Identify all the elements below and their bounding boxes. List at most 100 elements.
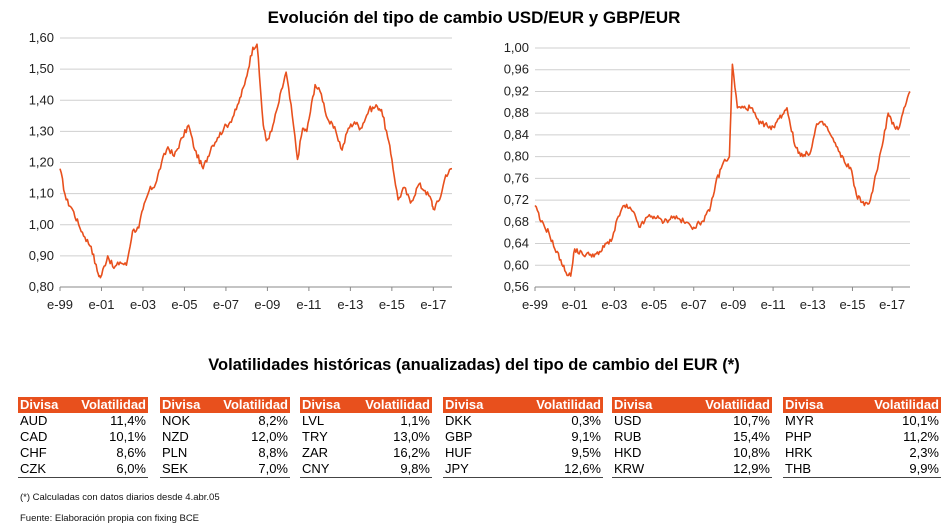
table-row: TRY 13,0% xyxy=(300,429,432,445)
gbp-eur-chart: 0,56 0,60 0,64 0,68 0,72 0,76 0,80 0,84 0,88 0,92… xyxy=(504,40,911,312)
currency-code: KRW xyxy=(612,461,673,478)
y-tick-label: 1,30 xyxy=(29,123,54,138)
volatility-value: 9,1% xyxy=(571,429,601,444)
y-tick-label: 0,64 xyxy=(504,236,529,251)
table-row: DKK 0,3% xyxy=(443,413,603,429)
x-tick-label: e-05 xyxy=(641,297,667,312)
currency-code: HUF xyxy=(445,445,472,460)
table-row: ZAR 16,2% xyxy=(300,445,432,461)
header-divisa: Divisa xyxy=(18,397,68,413)
x-tick-label: e-17 xyxy=(420,297,446,312)
volatility-value: 1,1% xyxy=(400,413,430,428)
volatility-table: Divisa Volatilidad USD 10,7% RUB 15,4% HKD 10,8… xyxy=(612,397,772,478)
table-row: CAD 10,1% xyxy=(18,429,148,445)
currency-code: PLN xyxy=(162,445,188,460)
currency-code: HKD xyxy=(614,445,642,460)
y-tick-label: 0,72 xyxy=(504,192,529,207)
x-tick-label: e-03 xyxy=(601,297,627,312)
volatility-table: Divisa Volatilidad AUD 11,4% CAD 10,1% CHF 8,6%… xyxy=(18,397,148,478)
y-tick-label: 0,90 xyxy=(29,248,54,263)
currency-code: CAD xyxy=(20,429,48,444)
currency-code: NOK xyxy=(162,413,191,428)
y-tick-label: 1,40 xyxy=(29,92,54,107)
currency-code: AUD xyxy=(20,413,48,428)
header-divisa: Divisa xyxy=(612,397,673,413)
x-tick-label: e-09 xyxy=(720,297,746,312)
header-divisa: Divisa xyxy=(783,397,844,413)
currency-code: MYR xyxy=(785,413,814,428)
volatility-value: 10,1% xyxy=(902,413,939,428)
volatility-value: 9,8% xyxy=(350,461,432,478)
volatility-table: Divisa Volatilidad MYR 10,1% PHP 11,2% HRK 2,3%… xyxy=(783,397,941,478)
y-tick-label: 0,84 xyxy=(504,127,529,142)
volatility-value: 12,9% xyxy=(672,461,772,478)
header-volatilidad: Volatilidad xyxy=(843,397,941,413)
volatility-value: 10,7% xyxy=(733,413,770,428)
volatility-value: 0,3% xyxy=(571,413,601,428)
volatility-value: 12,0% xyxy=(251,429,288,444)
usd-eur-chart: 0,80 0,90 1,00 1,10 1,20 1,30 1,40 1,50 1,60 e-99… xyxy=(29,30,453,312)
series-line xyxy=(59,43,453,279)
header-volatilidad: Volatilidad xyxy=(672,397,772,413)
table-row: CHF 8,6% xyxy=(18,445,148,461)
table-row: PHP 11,2% xyxy=(783,429,941,445)
volatility-value: 10,1% xyxy=(109,429,146,444)
x-tick-label: e-01 xyxy=(88,297,114,312)
currency-code: LVL xyxy=(302,413,325,428)
table-row: SEK 7,0% xyxy=(160,461,290,478)
x-tick-label: e-99 xyxy=(522,297,548,312)
volatility-value: 11,2% xyxy=(903,429,939,444)
table-row: HKD 10,8% xyxy=(612,445,772,461)
table-row: AUD 11,4% xyxy=(18,413,148,429)
y-tick-label: 0,68 xyxy=(504,214,529,229)
header-volatilidad: Volatilidad xyxy=(67,397,148,413)
header-volatilidad: Volatilidad xyxy=(350,397,432,413)
y-tick-label: 0,80 xyxy=(504,149,529,164)
table-row: CZK 6,0% xyxy=(18,461,148,478)
currency-code: DKK xyxy=(445,413,472,428)
table-row: JPY 12,6% xyxy=(443,461,603,478)
table-row: MYR 10,1% xyxy=(783,413,941,429)
volatility-value: 13,0% xyxy=(393,429,430,444)
table-row: CNY 9,8% xyxy=(300,461,432,478)
currency-code: JPY xyxy=(443,461,504,478)
volatility-value: 2,3% xyxy=(909,445,939,460)
footnote: (*) Calculadas con datos diarios desde 4… xyxy=(20,492,220,503)
x-tick-label: e-15 xyxy=(839,297,865,312)
currency-code: CHF xyxy=(20,445,47,460)
y-tick-label: 1,50 xyxy=(29,61,54,76)
y-tick-label: 1,10 xyxy=(29,186,54,201)
currency-code: ZAR xyxy=(302,445,328,460)
volatility-value: 15,4% xyxy=(733,429,770,444)
currency-code: GBP xyxy=(445,429,473,444)
y-tick-label: 1,60 xyxy=(29,30,54,45)
x-tick-label: e-09 xyxy=(254,297,280,312)
y-tick-label: 1,20 xyxy=(29,155,54,170)
currency-code: PHP xyxy=(785,429,812,444)
x-tick-label: e-15 xyxy=(379,297,405,312)
chart-title: Evolución del tipo de cambio USD/EUR y G… xyxy=(267,8,681,27)
header-divisa: Divisa xyxy=(300,397,351,413)
table-row: PLN 8,8% xyxy=(160,445,290,461)
x-tick-label: e-01 xyxy=(562,297,588,312)
currency-code: SEK xyxy=(160,461,210,478)
x-tick-label: e-17 xyxy=(879,297,905,312)
y-tick-label: 0,60 xyxy=(504,257,529,272)
y-tick-label: 0,88 xyxy=(504,105,529,120)
currency-code: CNY xyxy=(300,461,351,478)
table-row: GBP 9,1% xyxy=(443,429,603,445)
x-tick-label: e-11 xyxy=(761,297,786,312)
volatility-value: 9,9% xyxy=(843,461,941,478)
y-tick-label: 1,00 xyxy=(29,217,54,232)
currency-code: CZK xyxy=(18,461,68,478)
volatility-table: Divisa Volatilidad NOK 8,2% NZD 12,0% PLN 8,8% S… xyxy=(160,397,290,478)
y-tick-label: 0,80 xyxy=(29,279,54,294)
volatility-value: 8,8% xyxy=(258,445,288,460)
y-tick-label: 1,00 xyxy=(504,40,529,55)
currency-code: TRY xyxy=(302,429,328,444)
table-row: NOK 8,2% xyxy=(160,413,290,429)
x-tick-label: e-13 xyxy=(800,297,826,312)
currency-code: RUB xyxy=(614,429,642,444)
table-row: USD 10,7% xyxy=(612,413,772,429)
x-tick-label: e-07 xyxy=(213,297,239,312)
